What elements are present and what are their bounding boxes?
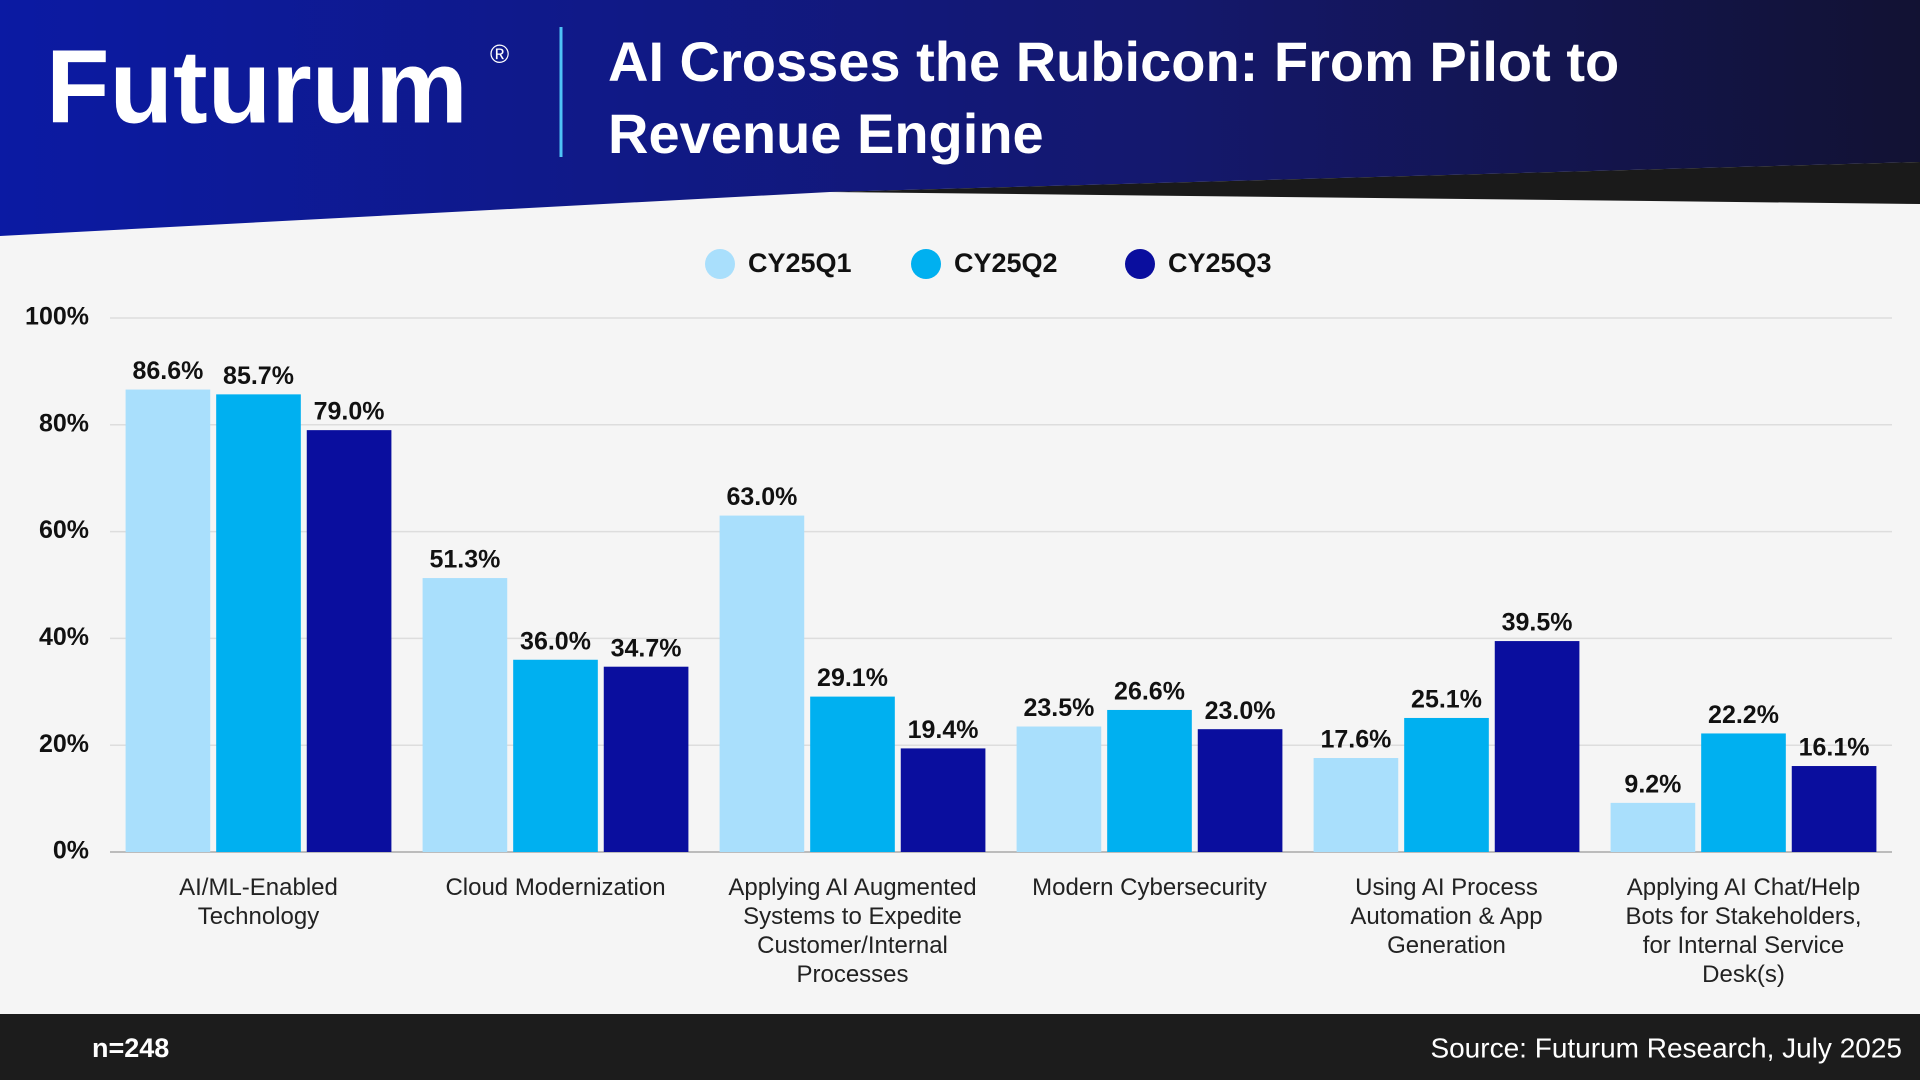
value-label: 16.1% (1799, 734, 1870, 762)
x-tick-label: Using AI Process Automation & App Genera… (1350, 874, 1543, 959)
legend-swatch (911, 249, 941, 279)
value-label: 86.6% (132, 357, 203, 385)
bar (603, 666, 689, 852)
y-tick-label: 40% (39, 623, 89, 651)
legend-swatch (1125, 249, 1155, 279)
header-band (0, 0, 1920, 236)
bar (422, 578, 508, 852)
value-label: 26.6% (1114, 678, 1185, 706)
x-tick-label: Modern Cybersecurity (1032, 874, 1267, 901)
header-accent (830, 162, 1920, 204)
legend-label: CY25Q3 (1168, 248, 1272, 278)
bar (125, 389, 211, 852)
bar (1404, 717, 1489, 852)
x-tick-label: Cloud Modernization (445, 874, 666, 901)
bar (306, 430, 392, 852)
value-label: 85.7% (223, 362, 294, 390)
bar (810, 696, 895, 852)
chart-title: AI Crosses the Rubicon: From Pilot to Re… (608, 30, 1620, 165)
bar (1313, 758, 1399, 852)
value-label: 34.7% (611, 634, 682, 662)
value-label: 17.6% (1320, 726, 1391, 754)
value-label: 22.2% (1708, 701, 1779, 729)
value-label: 51.3% (429, 546, 500, 574)
sample-size: n=248 (92, 1033, 169, 1063)
x-tick-label: AI/ML-Enabled Technology (179, 874, 338, 930)
value-label: 39.5% (1502, 609, 1573, 637)
legend-swatch (705, 249, 735, 279)
brand-logo: Futurum (46, 29, 468, 145)
value-label: 25.1% (1411, 686, 1482, 714)
y-tick-label: 60% (39, 516, 89, 544)
y-tick-label: 80% (39, 409, 89, 437)
bar (1016, 726, 1102, 852)
y-tick-label: 100% (25, 303, 89, 331)
value-label: 79.0% (314, 398, 385, 426)
x-tick-label: Applying AI Augmented Systems to Expedit… (728, 874, 977, 988)
x-tick-label: Applying AI Chat/Help Bots for Stakehold… (1625, 874, 1862, 988)
legend-label: CY25Q1 (748, 248, 852, 278)
bar (1701, 733, 1786, 852)
value-label: 29.1% (817, 664, 888, 692)
bar (1610, 802, 1696, 852)
bar (1791, 766, 1877, 852)
brand-mark: ® (490, 39, 509, 69)
bar (719, 515, 805, 852)
bar (1107, 709, 1192, 852)
bar (216, 394, 301, 852)
footer-band (0, 1014, 1920, 1080)
bar (1494, 641, 1580, 852)
value-label: 9.2% (1624, 770, 1681, 798)
value-label: 63.0% (726, 483, 797, 511)
value-label: 36.0% (520, 627, 591, 655)
y-tick-label: 0% (53, 837, 89, 865)
source: Source: Futurum Research, July 2025 (1430, 1032, 1902, 1063)
value-label: 19.4% (908, 716, 979, 744)
value-label: 23.0% (1205, 697, 1276, 725)
bar (900, 748, 986, 852)
legend-label: CY25Q2 (954, 248, 1058, 278)
bar (1197, 729, 1283, 852)
value-label: 23.5% (1023, 694, 1094, 722)
y-tick-label: 20% (39, 730, 89, 758)
bar (513, 659, 598, 852)
